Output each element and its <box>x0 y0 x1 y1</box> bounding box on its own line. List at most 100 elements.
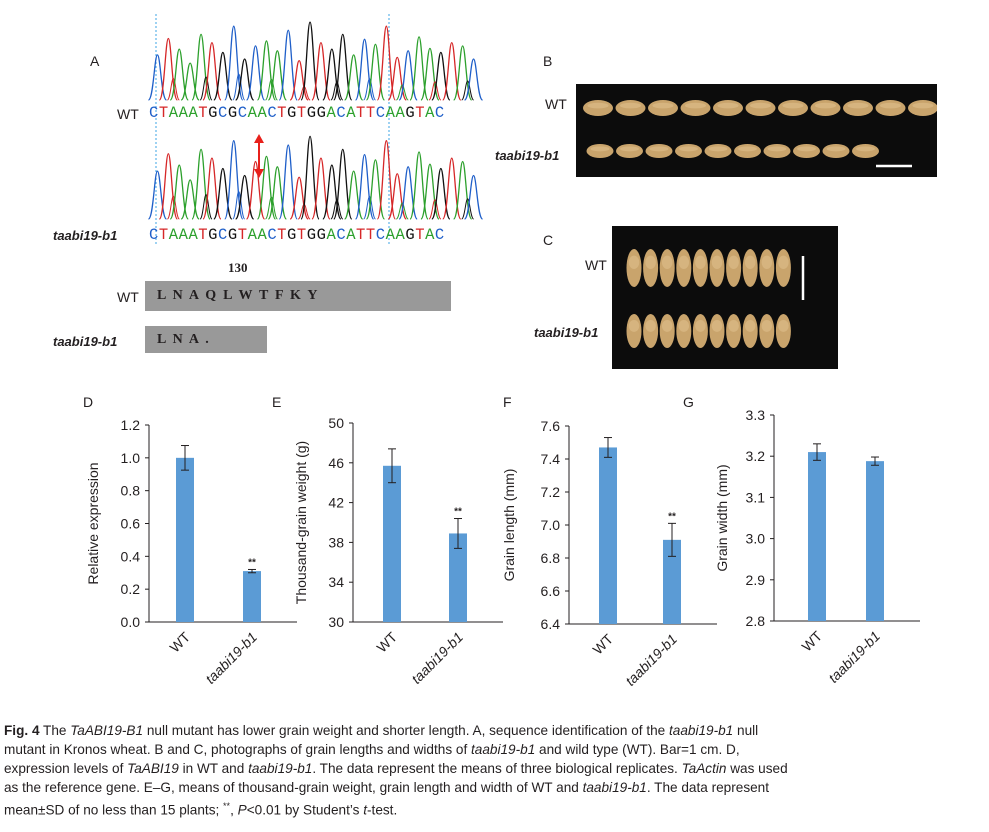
wt-protein-sequence: L N A Q L W T F K Y <box>157 288 318 303</box>
minor-peak-A <box>395 202 409 220</box>
bar-charts: D 0.0 0.2 0.4 0.6 0.8 1.0 1.2 Relative expressio… <box>83 394 920 689</box>
y-tick-label: 7.4 <box>541 451 561 467</box>
y-tick-label: 6.6 <box>541 583 561 599</box>
peak-C <box>278 144 298 220</box>
photo-b-label-mutant: taabi19-b1 <box>495 148 560 163</box>
protein-label-wt: WT <box>117 289 139 305</box>
grain-length-photo <box>576 84 937 177</box>
peak-A <box>180 62 200 101</box>
y-tick-label: 30 <box>328 614 344 630</box>
x-tick-label: taabi19-b1 <box>622 631 680 689</box>
peak-G <box>213 167 233 220</box>
significance-marker: ** <box>248 557 256 568</box>
grain-highlight <box>661 319 673 332</box>
grain-highlight <box>767 146 787 152</box>
grain-highlight <box>750 102 771 109</box>
peak-G <box>333 148 353 220</box>
grain-highlight <box>590 146 610 152</box>
y-tick-label: 3.0 <box>746 531 766 547</box>
chart-E: E 30 34 38 42 46 50 Thousand-grain weight (g) WT… <box>272 394 503 687</box>
x-tick-label: taabi19-b1 <box>408 629 466 687</box>
minor-peak-A <box>264 196 278 220</box>
grain-highlight <box>587 102 609 109</box>
caption-line: as the reference gene. E–G, means of tho… <box>4 780 770 795</box>
y-tick-label: 7.2 <box>541 484 561 500</box>
grain-highlight <box>679 146 698 152</box>
peak-A <box>453 45 473 101</box>
y-tick-label: 46 <box>328 455 344 471</box>
grain-highlight <box>728 319 739 332</box>
minor-peak-C <box>363 78 377 101</box>
peak-A <box>256 40 277 101</box>
grain-highlight <box>738 146 757 152</box>
photo-b-label-wt: WT <box>545 96 567 112</box>
peak-C <box>278 29 298 101</box>
peak-T <box>376 25 396 101</box>
y-tick-label: 1.2 <box>121 417 141 433</box>
mutation-arrow-icon <box>254 134 264 178</box>
minor-peak-G <box>199 194 213 220</box>
minor-peak-A <box>395 84 409 101</box>
minor-peak-T <box>428 199 442 220</box>
grain-highlight <box>645 319 656 332</box>
y-tick-label: 2.8 <box>746 613 766 629</box>
minor-peak-G <box>199 76 213 101</box>
panel-letter-c: C <box>543 232 554 248</box>
peak-T <box>158 153 178 220</box>
grain-highlight <box>685 102 706 109</box>
caption-line: mutant in Kronos wheat. B and C, photogr… <box>4 742 740 757</box>
bar-WT <box>383 465 401 622</box>
peak-C <box>354 153 375 220</box>
grain-highlight <box>695 319 706 332</box>
peak-T <box>289 59 309 101</box>
minor-peak-T <box>166 77 180 101</box>
peak-C <box>463 58 484 101</box>
y-tick-label: 0.0 <box>121 614 141 630</box>
wt-sequence: CTAAATGCGCAACTGTGGACATTCAAGTAC <box>149 104 445 122</box>
bar-taabi19-b1 <box>243 571 261 622</box>
y-axis-label: Relative expression <box>85 462 101 584</box>
caption-line: mean±SD of no less than 15 plants; **, P… <box>4 801 398 818</box>
protein-label-mutant: taabi19-b1 <box>53 334 118 349</box>
grain-highlight <box>744 319 756 332</box>
bar-taabi19-b1 <box>663 539 681 624</box>
peak-G <box>300 21 320 101</box>
minor-peak-G <box>461 80 475 101</box>
peak-A <box>409 151 429 220</box>
y-tick-label: 1.0 <box>121 450 141 466</box>
grain-highlight <box>678 255 690 269</box>
mutant-protein-box: L N A . <box>145 326 267 353</box>
chart-F: F 6.4 6.6 6.8 7.0 7.2 7.4 7.6 Grain length (mm) W… <box>501 394 717 689</box>
grain-highlight <box>717 102 739 109</box>
x-tick-label: taabi19-b1 <box>202 629 260 687</box>
grain-highlight <box>728 255 739 269</box>
minor-peak-C <box>232 191 246 220</box>
grain-highlight <box>695 255 706 269</box>
peak-C <box>224 25 244 101</box>
peak-T <box>289 176 309 220</box>
grain-highlight <box>620 146 639 152</box>
peak-G <box>333 33 353 101</box>
grain-highlight <box>761 255 773 269</box>
panel-letter: D <box>83 394 93 410</box>
seq-label-mutant: taabi19-b1 <box>53 228 118 243</box>
grain-highlight <box>880 102 901 109</box>
peak-G <box>300 135 320 220</box>
minor-peak-G <box>330 199 344 220</box>
bar-WT <box>808 452 826 621</box>
peak-C <box>354 38 375 101</box>
grain-highlight <box>652 102 674 109</box>
y-tick-label: 6.8 <box>541 550 561 566</box>
mutant-protein-sequence: L N A . <box>157 332 209 347</box>
photo-c-label-wt: WT <box>585 257 607 273</box>
y-tick-label: 7.0 <box>541 517 561 533</box>
minor-peak-C <box>232 73 246 101</box>
grain-highlight <box>744 255 756 269</box>
grain-highlight <box>645 255 656 269</box>
grain-highlight <box>856 146 875 152</box>
minor-peak-T <box>428 81 442 101</box>
bar-taabi19-b1 <box>449 533 467 622</box>
figure-number: Fig. 4 <box>4 723 40 738</box>
peak-G <box>213 51 233 101</box>
peak-C <box>224 140 244 220</box>
